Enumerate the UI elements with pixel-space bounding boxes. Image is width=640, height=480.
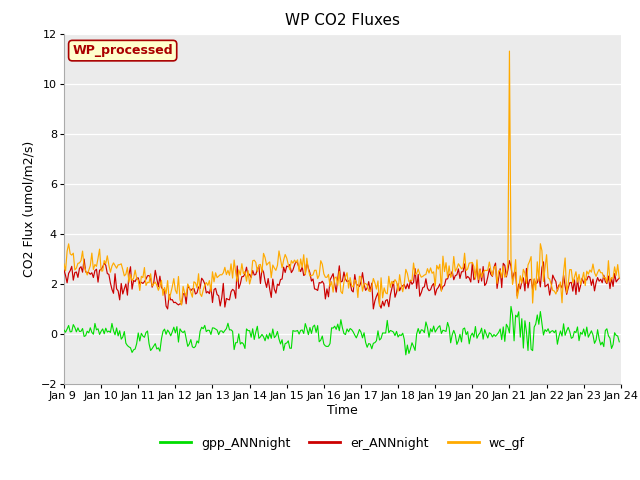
Legend: gpp_ANNnight, er_ANNnight, wc_gf: gpp_ANNnight, er_ANNnight, wc_gf [155, 432, 530, 455]
Y-axis label: CO2 Flux (umol/m2/s): CO2 Flux (umol/m2/s) [22, 141, 35, 277]
Text: WP_processed: WP_processed [72, 44, 173, 57]
Title: WP CO2 Fluxes: WP CO2 Fluxes [285, 13, 400, 28]
X-axis label: Time: Time [327, 404, 358, 417]
